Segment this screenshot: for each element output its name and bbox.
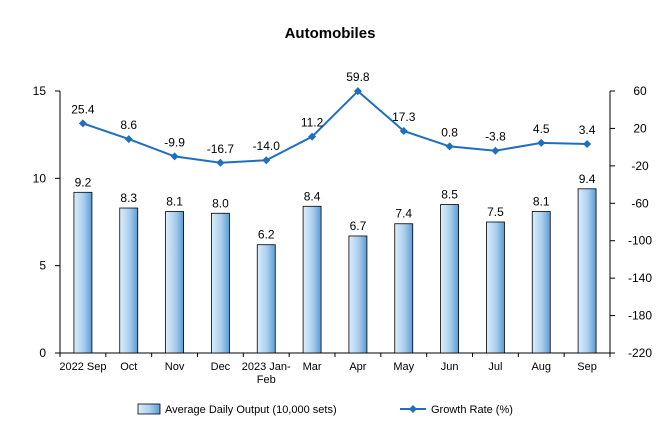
axes: 0 5 10 15 60 20 -20 -60 -100 -140 -180 -220 2022 Sep… — [33, 84, 653, 386]
growth-rate-line — [82, 89, 588, 164]
x-tick-label: Aug — [531, 361, 551, 373]
growth-rate-point — [78, 119, 87, 128]
x-tick-label-line: Sep — [577, 361, 597, 373]
left-tick-label: 10 — [33, 171, 47, 185]
right-tick-label: 60 — [633, 84, 647, 98]
line-data-label: 4.5 — [533, 122, 550, 136]
x-tick-label-line: Aug — [531, 361, 551, 373]
x-tick-label: Sep — [577, 361, 597, 373]
bar — [256, 244, 276, 354]
line-data-label: -16.7 — [207, 142, 235, 156]
right-tick-label: -20 — [631, 159, 649, 173]
bar-data-label: 6.7 — [350, 219, 367, 233]
line-data-label: 17.3 — [392, 110, 416, 124]
left-tick-label: 15 — [33, 84, 47, 98]
line-data-label: 59.8 — [346, 70, 370, 84]
bar — [486, 221, 505, 354]
growth-rate-point — [353, 87, 362, 96]
line-data-label: 3.4 — [579, 123, 596, 137]
legend-line-marker — [409, 405, 417, 413]
growth-rate-point — [124, 135, 133, 144]
x-tick-label-line: Jul — [488, 361, 502, 373]
left-tick-label: 0 — [39, 346, 46, 360]
x-tick-label: Jun — [441, 361, 459, 373]
x-tick-label: Apr — [349, 361, 366, 373]
x-tick-label-line: Nov — [165, 361, 185, 373]
bar-data-label: 8.4 — [304, 189, 321, 203]
bar-data-label: 7.5 — [487, 205, 504, 219]
bar — [440, 204, 459, 354]
bar-data-label: 8.1 — [166, 195, 183, 209]
x-tick-label: Oct — [120, 361, 137, 373]
bar — [73, 191, 93, 354]
x-tick-label: Nov — [165, 361, 185, 373]
line-data-label: 25.4 — [71, 102, 95, 116]
bar — [165, 211, 184, 354]
legend-line-label: Growth Rate (%) — [431, 404, 513, 416]
x-tick-label: Jul — [488, 361, 502, 373]
right-tick-label: -180 — [628, 309, 652, 323]
bar — [394, 223, 414, 354]
bar — [119, 207, 139, 354]
bar-data-label: 8.1 — [533, 195, 550, 209]
line-series: 25.4 8.6 -9.9 -16.7 -14.0 11.2 59.8 17.3 0.8 -3.8… — [71, 70, 596, 167]
bar-data-label: 8.5 — [441, 188, 458, 202]
right-tick-label: -60 — [631, 196, 649, 210]
x-tick-label: 2022 Sep — [59, 361, 106, 373]
x-tick-label-line: Apr — [349, 361, 366, 373]
line-data-label: -14.0 — [253, 139, 281, 153]
bar — [348, 235, 368, 354]
x-tick-label-line: Mar — [303, 361, 322, 373]
growth-rate-point — [262, 156, 271, 165]
x-tick-label-line: Dec — [211, 361, 231, 373]
x-tick-label-line: May — [393, 361, 414, 373]
x-tick-label: May — [393, 361, 414, 373]
bar — [302, 205, 322, 354]
bar-data-label: 6.2 — [258, 228, 275, 242]
growth-rate-point — [216, 158, 225, 167]
line-data-label: 8.6 — [120, 118, 137, 132]
growth-rate-point — [491, 146, 500, 155]
line-data-label: 11.2 — [301, 116, 324, 130]
bar-data-label: 9.2 — [75, 175, 92, 189]
chart-title: Automobiles — [285, 25, 376, 42]
bar-data-label: 8.3 — [120, 191, 137, 205]
growth-rate-point — [583, 139, 592, 148]
bar — [531, 211, 551, 354]
growth-rate-point — [537, 138, 546, 147]
legend-bar-label: Average Daily Output (10,000 sets) — [165, 404, 337, 416]
growth-rate-point — [170, 152, 179, 161]
x-tick-label: 2023 Jan-Feb — [242, 361, 291, 386]
bar — [211, 212, 230, 354]
bar-series: 9.2 8.3 8.1 8.0 6.2 8.4 6.7 7.4 8.5 7.5 8.1 9.4 — [73, 172, 597, 354]
legend-bar-swatch — [137, 403, 161, 415]
legend: Average Daily Output (10,000 sets) Growth… — [137, 403, 513, 416]
bar-data-label: 8.0 — [212, 196, 229, 210]
right-tick-label: -140 — [628, 271, 652, 285]
x-tick-label: Mar — [303, 361, 322, 373]
line-data-label: -9.9 — [164, 135, 185, 149]
bar-data-label: 9.4 — [579, 172, 596, 186]
x-tick-label-line: Feb — [257, 374, 276, 386]
x-tick-label-line: 2022 Sep — [59, 361, 106, 373]
growth-rate-point — [308, 132, 317, 141]
x-tick-label-line: Oct — [120, 361, 137, 373]
x-tick-label-line: Jun — [441, 361, 459, 373]
line-data-label: 0.8 — [441, 125, 458, 139]
growth-rate-point — [399, 126, 408, 135]
right-tick-label: -100 — [628, 234, 652, 248]
bar — [577, 188, 597, 354]
growth-rate-point — [445, 142, 454, 151]
x-tick-label-line: 2023 Jan- — [242, 361, 291, 373]
bar-data-label: 7.4 — [395, 207, 412, 221]
right-tick-label: -220 — [628, 346, 652, 360]
line-data-label: -3.8 — [485, 130, 506, 144]
x-tick-label: Dec — [211, 361, 231, 373]
right-tick-label: 20 — [633, 121, 647, 135]
left-tick-label: 5 — [39, 259, 46, 273]
